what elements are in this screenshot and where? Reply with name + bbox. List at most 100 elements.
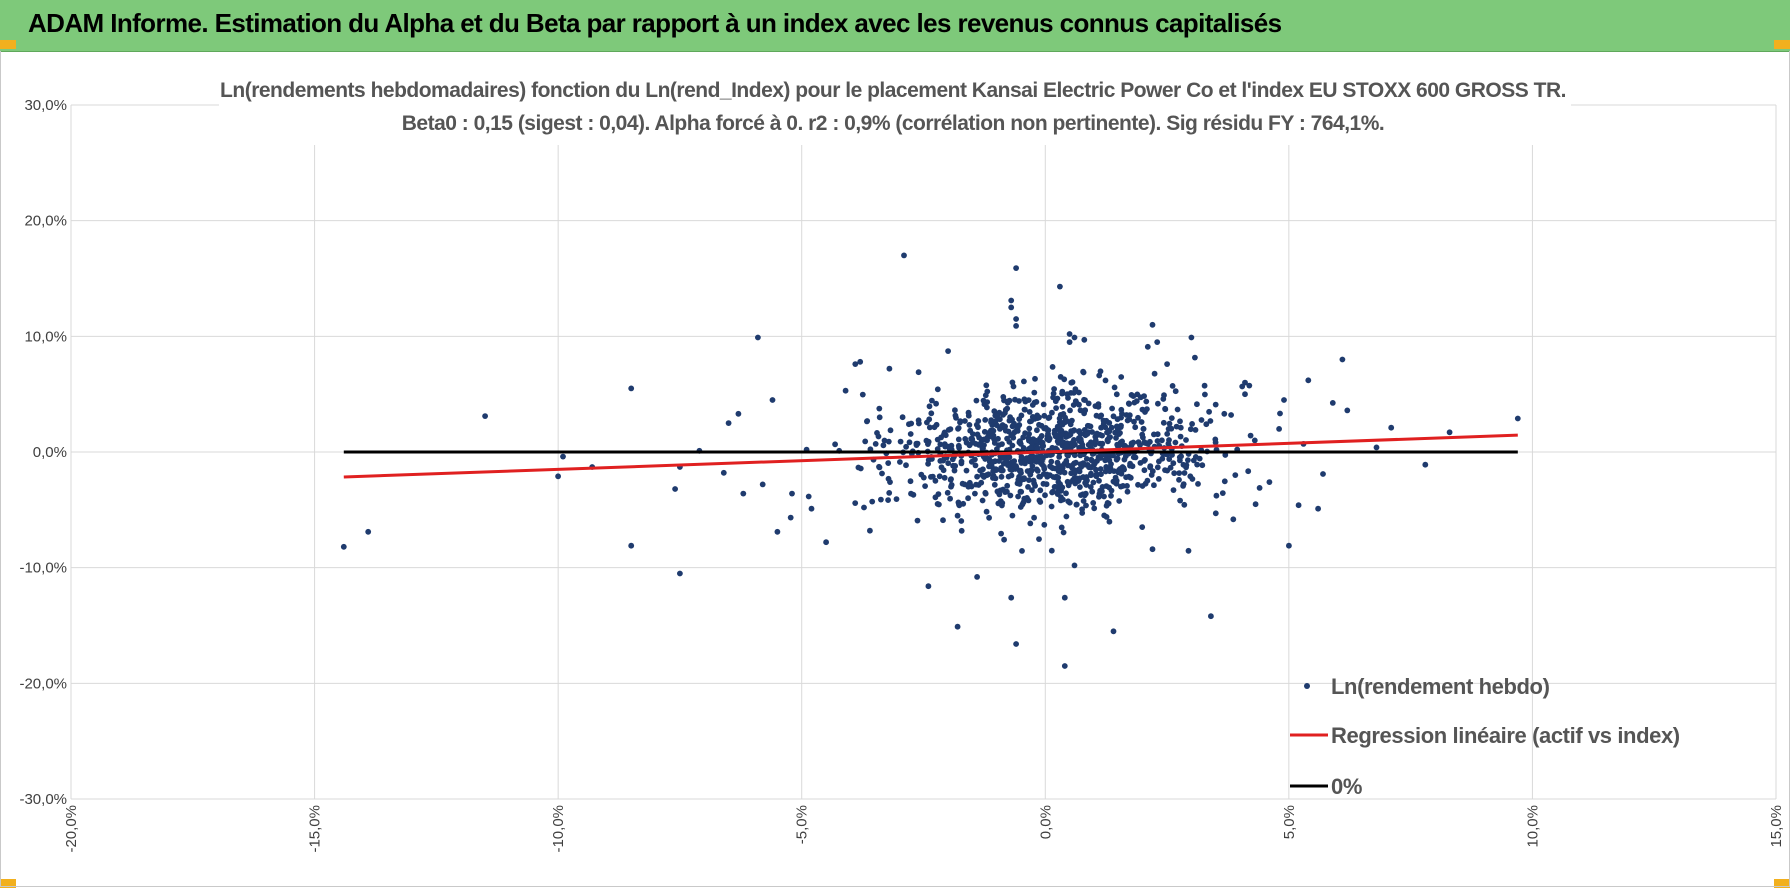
data-point xyxy=(1058,463,1064,469)
data-point xyxy=(1176,470,1183,476)
data-point xyxy=(958,458,965,465)
page-title: ADAM Informe. Estimation du Alpha et du … xyxy=(28,8,1282,38)
data-point xyxy=(789,490,795,497)
data-point xyxy=(913,440,920,447)
data-point xyxy=(1082,480,1088,486)
data-point xyxy=(1247,432,1254,439)
data-point xyxy=(1104,500,1111,506)
data-point xyxy=(1062,414,1068,421)
data-point xyxy=(1170,487,1177,493)
data-point xyxy=(1099,440,1106,447)
data-point xyxy=(1140,426,1147,432)
data-point xyxy=(1029,402,1036,408)
data-point xyxy=(1252,501,1259,508)
data-point xyxy=(1422,461,1429,468)
data-point xyxy=(1020,434,1027,441)
data-point xyxy=(1008,304,1015,311)
data-point xyxy=(1023,455,1030,462)
data-point xyxy=(1151,370,1158,377)
data-point xyxy=(1126,416,1133,423)
data-point xyxy=(991,440,998,446)
data-point xyxy=(1162,467,1168,473)
data-point xyxy=(1514,415,1521,422)
data-point xyxy=(1183,437,1189,443)
data-point xyxy=(908,420,915,427)
data-point xyxy=(1036,497,1043,504)
data-point xyxy=(1036,473,1043,480)
data-point xyxy=(1106,518,1113,525)
data-point xyxy=(1128,440,1135,447)
x-tick-label: 10,0% xyxy=(1524,805,1541,848)
data-point xyxy=(1021,378,1027,385)
data-point xyxy=(1049,489,1055,496)
data-point xyxy=(975,424,981,431)
corner-marker-top-left xyxy=(0,40,16,49)
data-point xyxy=(1068,379,1075,386)
data-point xyxy=(1067,407,1073,414)
data-point xyxy=(1144,343,1151,350)
data-point xyxy=(1088,471,1094,478)
data-point xyxy=(1103,464,1110,470)
data-point xyxy=(1212,510,1219,517)
chart-title-line-1: Ln(rendements hebdomadaires) fonction du… xyxy=(220,79,1566,102)
data-point xyxy=(1192,354,1198,361)
data-point xyxy=(1138,419,1145,425)
data-point xyxy=(1168,425,1175,432)
data-point xyxy=(1160,419,1167,426)
data-point xyxy=(1048,458,1055,465)
data-point xyxy=(1026,409,1033,415)
data-point xyxy=(914,517,921,524)
data-point xyxy=(962,418,968,424)
data-point xyxy=(1141,467,1148,474)
data-point xyxy=(1040,480,1047,487)
data-point xyxy=(823,539,829,546)
data-point xyxy=(1016,481,1023,487)
data-point xyxy=(628,542,635,549)
data-point xyxy=(1066,331,1073,337)
data-point xyxy=(1185,547,1192,554)
data-point xyxy=(918,471,925,478)
data-point xyxy=(842,387,849,394)
data-point xyxy=(1007,492,1014,499)
data-point xyxy=(1013,323,1019,329)
data-point xyxy=(1137,460,1144,466)
data-point xyxy=(1170,460,1177,467)
data-point xyxy=(1276,426,1282,432)
data-point xyxy=(1181,501,1188,508)
data-point xyxy=(1031,514,1037,521)
data-point xyxy=(1147,463,1154,469)
data-point xyxy=(936,501,942,508)
data-point xyxy=(1105,456,1112,463)
data-point xyxy=(755,334,761,341)
data-point xyxy=(1063,490,1069,497)
data-point xyxy=(1052,433,1059,440)
data-point xyxy=(944,489,951,496)
data-point xyxy=(1107,434,1113,440)
data-point xyxy=(1110,628,1117,635)
data-point xyxy=(955,499,962,506)
data-point xyxy=(1040,401,1047,408)
data-point xyxy=(1103,514,1110,520)
data-point xyxy=(998,473,1005,480)
data-point xyxy=(1033,466,1040,473)
data-point xyxy=(740,490,747,497)
data-point xyxy=(897,438,904,445)
data-point xyxy=(934,386,941,393)
data-point xyxy=(1230,516,1237,523)
data-point xyxy=(1041,465,1048,472)
data-point xyxy=(1065,498,1072,505)
data-point xyxy=(1109,405,1115,412)
data-point xyxy=(1111,384,1118,391)
data-point xyxy=(1113,391,1120,398)
data-point xyxy=(1118,483,1124,490)
data-point xyxy=(1101,493,1107,500)
data-point xyxy=(1208,613,1214,620)
data-point xyxy=(1212,436,1219,443)
data-point xyxy=(941,474,948,481)
data-point xyxy=(1130,393,1137,399)
data-point xyxy=(1065,452,1071,459)
data-point xyxy=(1142,480,1149,487)
data-point xyxy=(931,424,938,431)
data-point xyxy=(1181,470,1188,476)
data-point xyxy=(1202,391,1208,398)
